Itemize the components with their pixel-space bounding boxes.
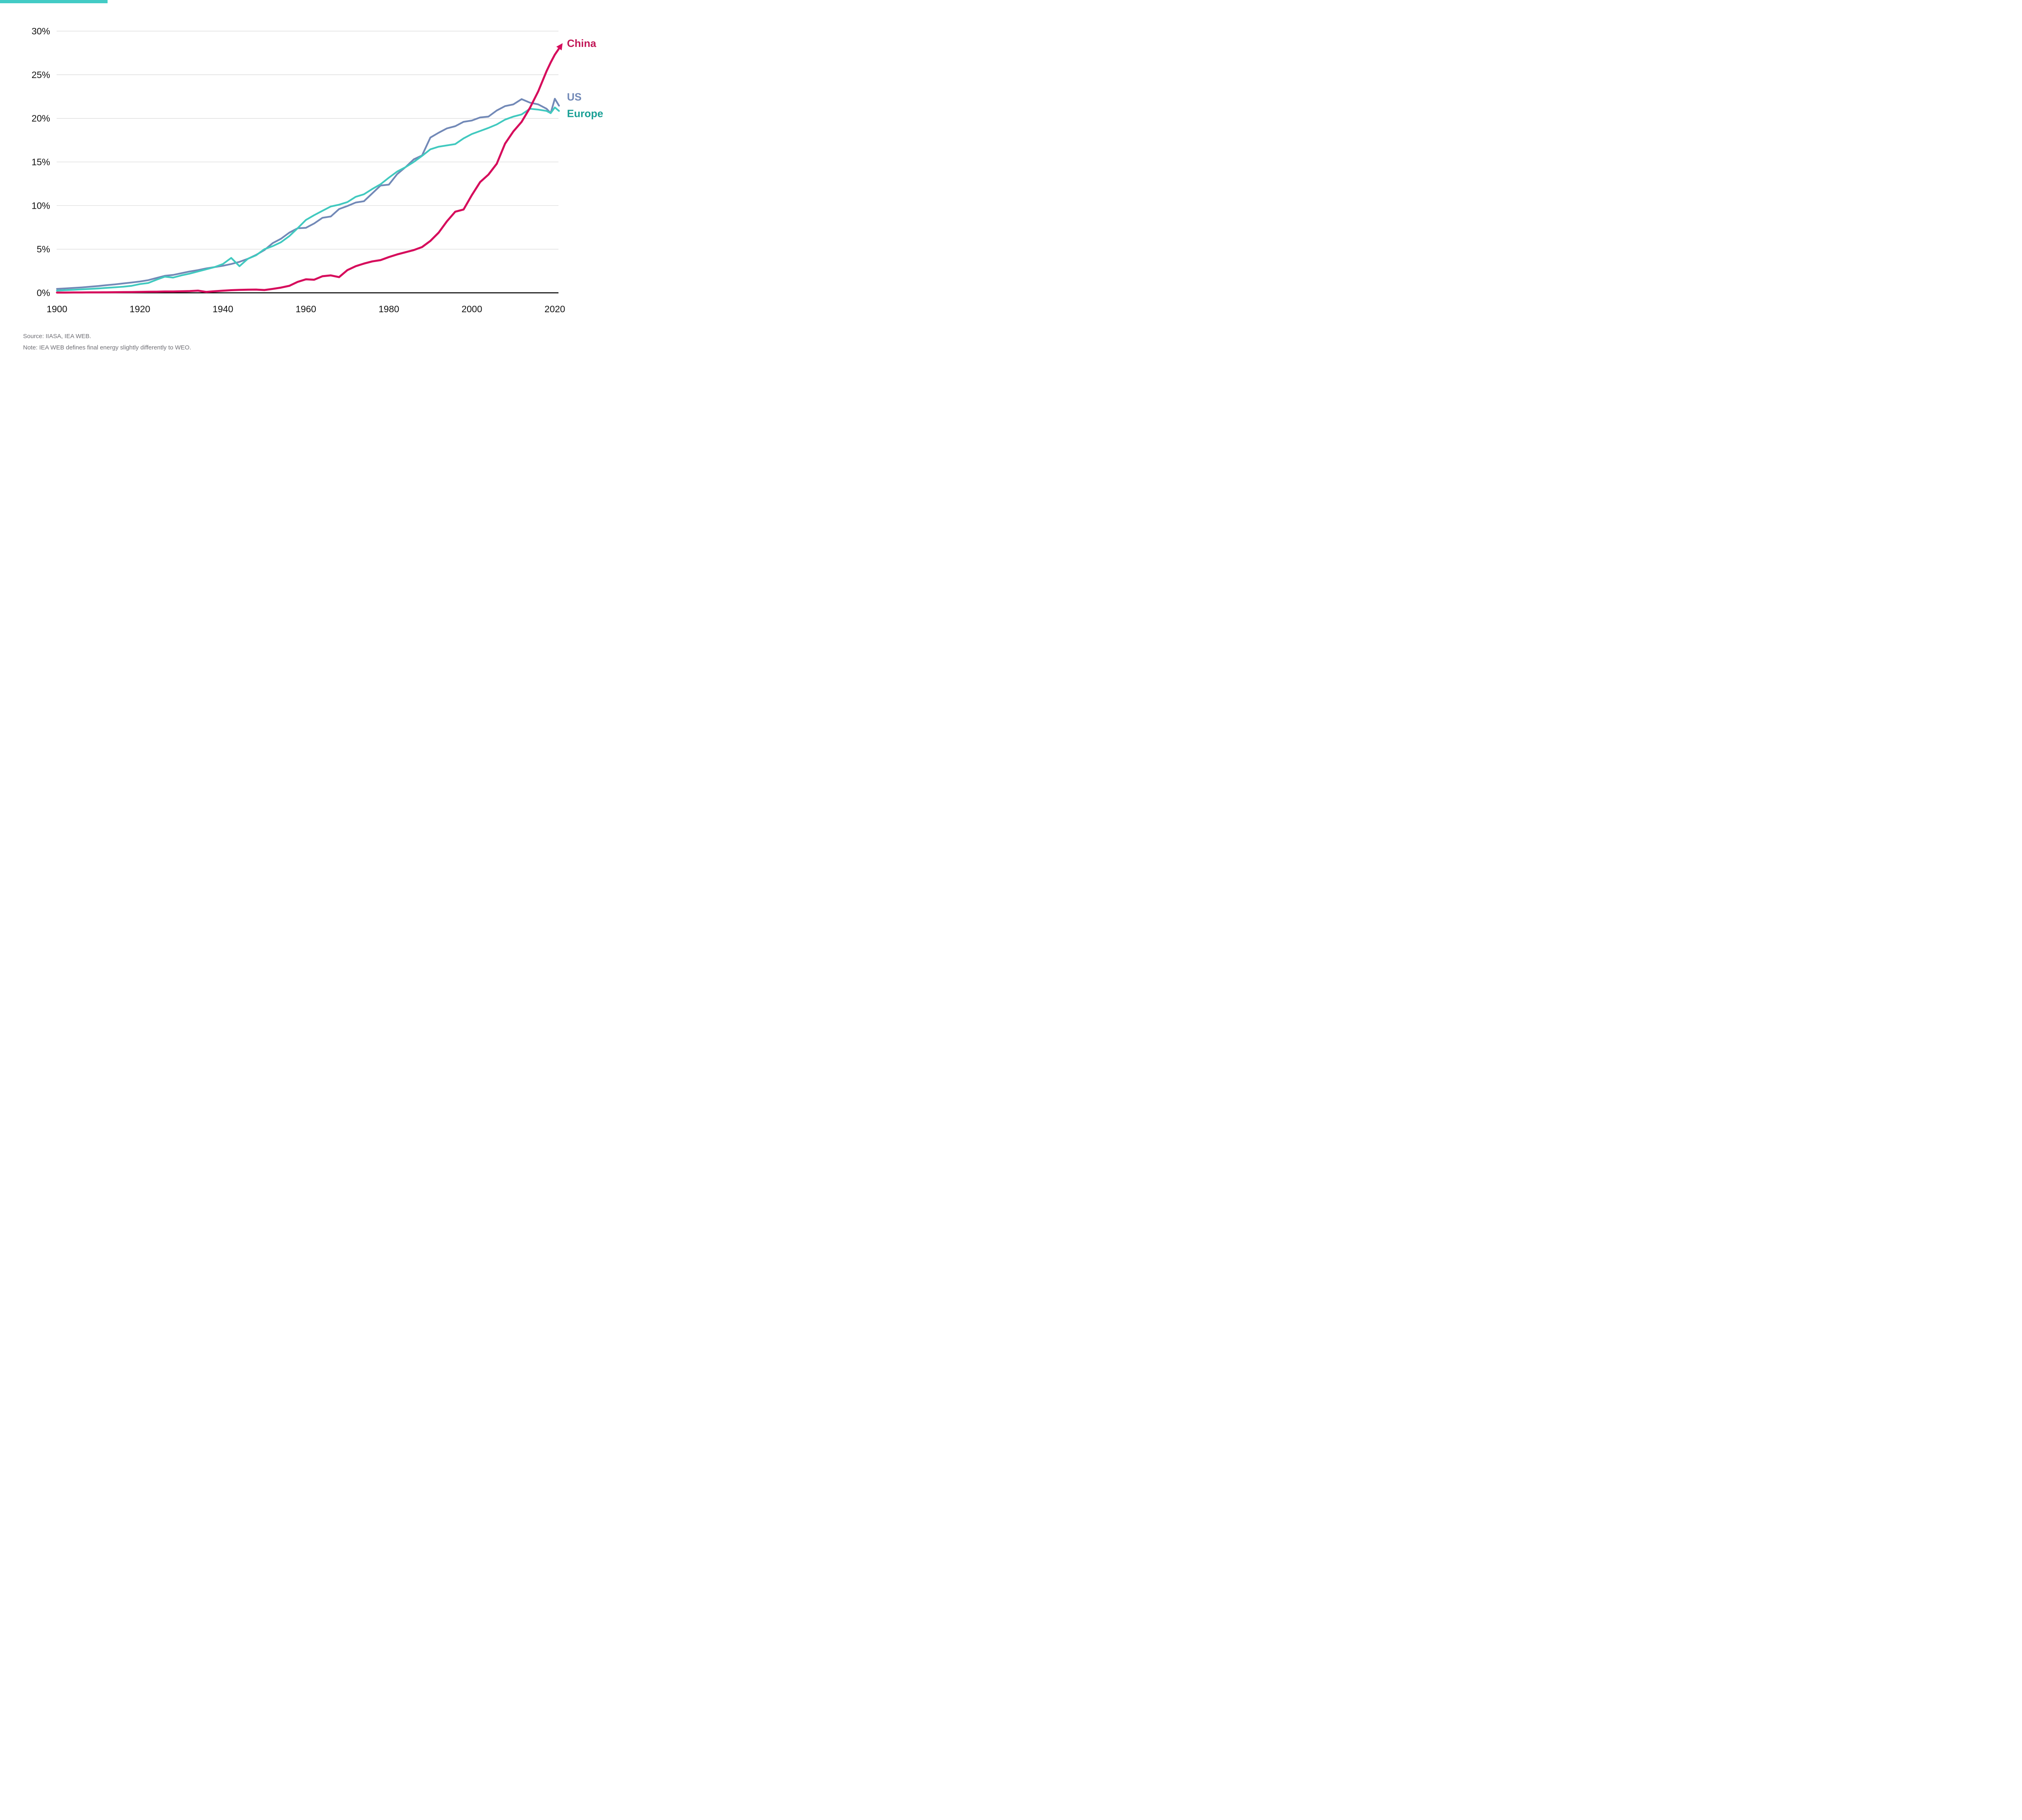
chart-canvas: 0% 5% 10% 15% 20% 25% 30% 1900 1920 1940 1960 1980 2… <box>32 26 603 314</box>
series-line-china <box>56 47 560 294</box>
line-chart: 0% 5% 10% 15% 20% 25% 30% 1900 1920 1940 1960 1980 2… <box>0 0 647 364</box>
y-tick-label: 20% <box>32 113 50 124</box>
x-tick-label: 1900 <box>47 304 67 314</box>
x-tick-label: 2020 <box>544 304 565 314</box>
series-label-china: China <box>567 37 596 49</box>
page: 0% 5% 10% 15% 20% 25% 30% 1900 1920 1940 1960 1980 2… <box>0 0 647 364</box>
x-tick-label: 2000 <box>461 304 482 314</box>
series-label-europe: Europe <box>567 107 603 119</box>
series-label-us: US <box>567 91 582 103</box>
definition-note: Note: IEA WEB defines final energy sligh… <box>23 344 191 351</box>
y-tick-label: 30% <box>32 26 50 36</box>
series-line-us <box>56 97 560 290</box>
header-accent-bar <box>0 0 108 3</box>
x-tick-label: 1980 <box>379 304 399 314</box>
x-tick-label: 1960 <box>296 304 316 314</box>
y-tick-label: 25% <box>32 70 50 80</box>
y-tick-label: 0% <box>37 288 50 298</box>
y-tick-label: 15% <box>32 157 50 167</box>
chart-footnotes: Source: IIASA, IEA WEB. Note: IEA WEB de… <box>23 331 191 353</box>
arrowhead-china <box>556 43 563 51</box>
x-tick-label: 1920 <box>129 304 150 314</box>
y-tick-label: 5% <box>37 244 50 254</box>
y-tick-label: 10% <box>32 200 50 211</box>
x-tick-label: 1940 <box>213 304 233 314</box>
source-note: Source: IIASA, IEA WEB. <box>23 333 91 340</box>
series-line-europe <box>56 106 560 292</box>
